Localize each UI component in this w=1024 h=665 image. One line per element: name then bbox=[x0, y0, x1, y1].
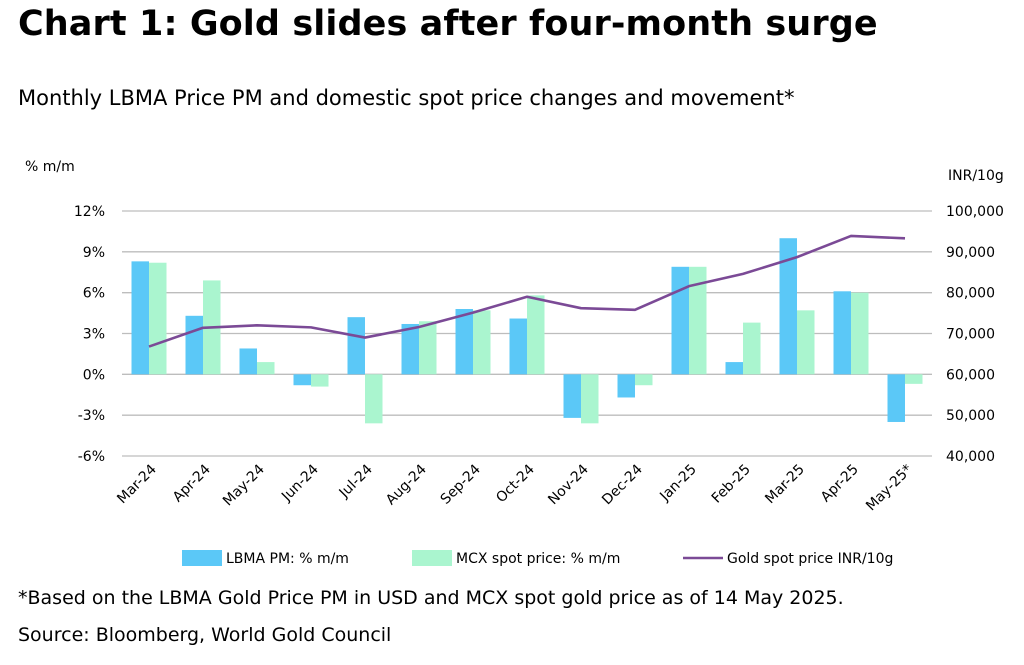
y-axis-label-right: INR/10g bbox=[948, 168, 1004, 184]
lbma-bar bbox=[131, 261, 149, 375]
mcx-bar bbox=[473, 310, 491, 375]
gold-price-line bbox=[148, 234, 906, 348]
x-tick-label: Nov-24 bbox=[545, 461, 592, 508]
lbma-bar bbox=[293, 374, 311, 386]
mcx-bar bbox=[419, 321, 437, 375]
chart-subtitle: Monthly LBMA Price PM and domestic spot … bbox=[18, 86, 795, 110]
y-tick-label-right: 80,000 bbox=[946, 286, 995, 302]
mcx-bar bbox=[851, 292, 869, 375]
chart-title: Chart 1: Gold slides after four-month su… bbox=[18, 4, 878, 44]
y-tick-label-right: 90,000 bbox=[946, 245, 995, 261]
y-tick-label-right: 100,000 bbox=[946, 204, 1004, 220]
chart: 12% 100,000 9% 90,000 6% 80,000 3% 70,000 0% 60,0… bbox=[25, 159, 1004, 567]
mcx-bar bbox=[257, 362, 275, 375]
mcx-bar bbox=[581, 374, 599, 424]
mcx-bar bbox=[149, 262, 167, 375]
x-tick-label: May-24 bbox=[220, 461, 268, 509]
lbma-bar bbox=[185, 315, 203, 375]
x-tick-label: Apr-24 bbox=[170, 461, 214, 505]
lbma-bar bbox=[347, 317, 365, 375]
x-tick-label: Jun-24 bbox=[278, 461, 322, 505]
footnote: *Based on the LBMA Gold Price PM in USD … bbox=[18, 587, 844, 609]
y-tick-label-right: 40,000 bbox=[946, 449, 995, 465]
y-tick-label-left: 12% bbox=[74, 204, 105, 220]
mcx-bar bbox=[905, 374, 923, 384]
mcx-bar bbox=[797, 310, 815, 375]
x-tick-label: Aug-24 bbox=[383, 461, 430, 508]
lbma-bar bbox=[887, 374, 905, 422]
x-tick-label: Dec-24 bbox=[599, 461, 646, 508]
x-tick-label: Mar-24 bbox=[114, 461, 160, 507]
x-tick-label: Feb-25 bbox=[709, 462, 754, 507]
y-tick-label-left: 9% bbox=[83, 245, 105, 261]
mcx-bar bbox=[365, 374, 383, 424]
lbma-bar bbox=[401, 323, 419, 375]
y-tick-label-right: 70,000 bbox=[946, 327, 995, 343]
y-tick-label-left: -6% bbox=[78, 449, 105, 465]
legend-swatch bbox=[182, 550, 222, 566]
legend-label: LBMA PM: % m/m bbox=[226, 551, 349, 567]
y-tick-label-left: 3% bbox=[83, 327, 105, 343]
x-tick-label: Oct-24 bbox=[493, 461, 538, 506]
x-tick-label: Apr-25 bbox=[818, 462, 862, 506]
mcx-bar bbox=[635, 374, 653, 386]
lbma-bar bbox=[833, 291, 851, 375]
legend-label: MCX spot price: % m/m bbox=[456, 551, 620, 567]
lbma-bar bbox=[509, 318, 527, 375]
source-note: Source: Bloomberg, World Gold Council bbox=[18, 624, 392, 646]
y-tick-label-left: -3% bbox=[78, 408, 105, 424]
lbma-bar bbox=[725, 362, 743, 375]
x-tick-label: May-25* bbox=[863, 462, 916, 515]
mcx-bar bbox=[689, 266, 707, 375]
lbma-bar bbox=[563, 374, 581, 418]
y-tick-label-left: 6% bbox=[83, 286, 105, 302]
y-axis-label-left: % m/m bbox=[25, 159, 75, 175]
mcx-bar bbox=[527, 295, 545, 375]
x-tick-label: Jul-24 bbox=[336, 461, 376, 501]
mcx-bar bbox=[311, 374, 329, 387]
x-tick-label: Sep-24 bbox=[438, 461, 484, 507]
lbma-bar bbox=[617, 374, 635, 398]
lbma-bar bbox=[671, 266, 689, 375]
lbma-bar bbox=[455, 309, 473, 375]
mcx-bar bbox=[743, 322, 761, 375]
y-tick-label-right: 60,000 bbox=[946, 367, 995, 383]
y-tick-label-right: 50,000 bbox=[946, 408, 995, 424]
lbma-bar bbox=[239, 348, 257, 375]
legend-swatch bbox=[412, 550, 452, 566]
legend-label: Gold spot price INR/10g bbox=[727, 551, 893, 567]
lbma-bar bbox=[779, 238, 797, 375]
y-tick-label-left: 0% bbox=[83, 367, 105, 383]
x-tick-label: Mar-25 bbox=[762, 462, 808, 508]
x-tick-label: Jan-25 bbox=[656, 462, 699, 505]
